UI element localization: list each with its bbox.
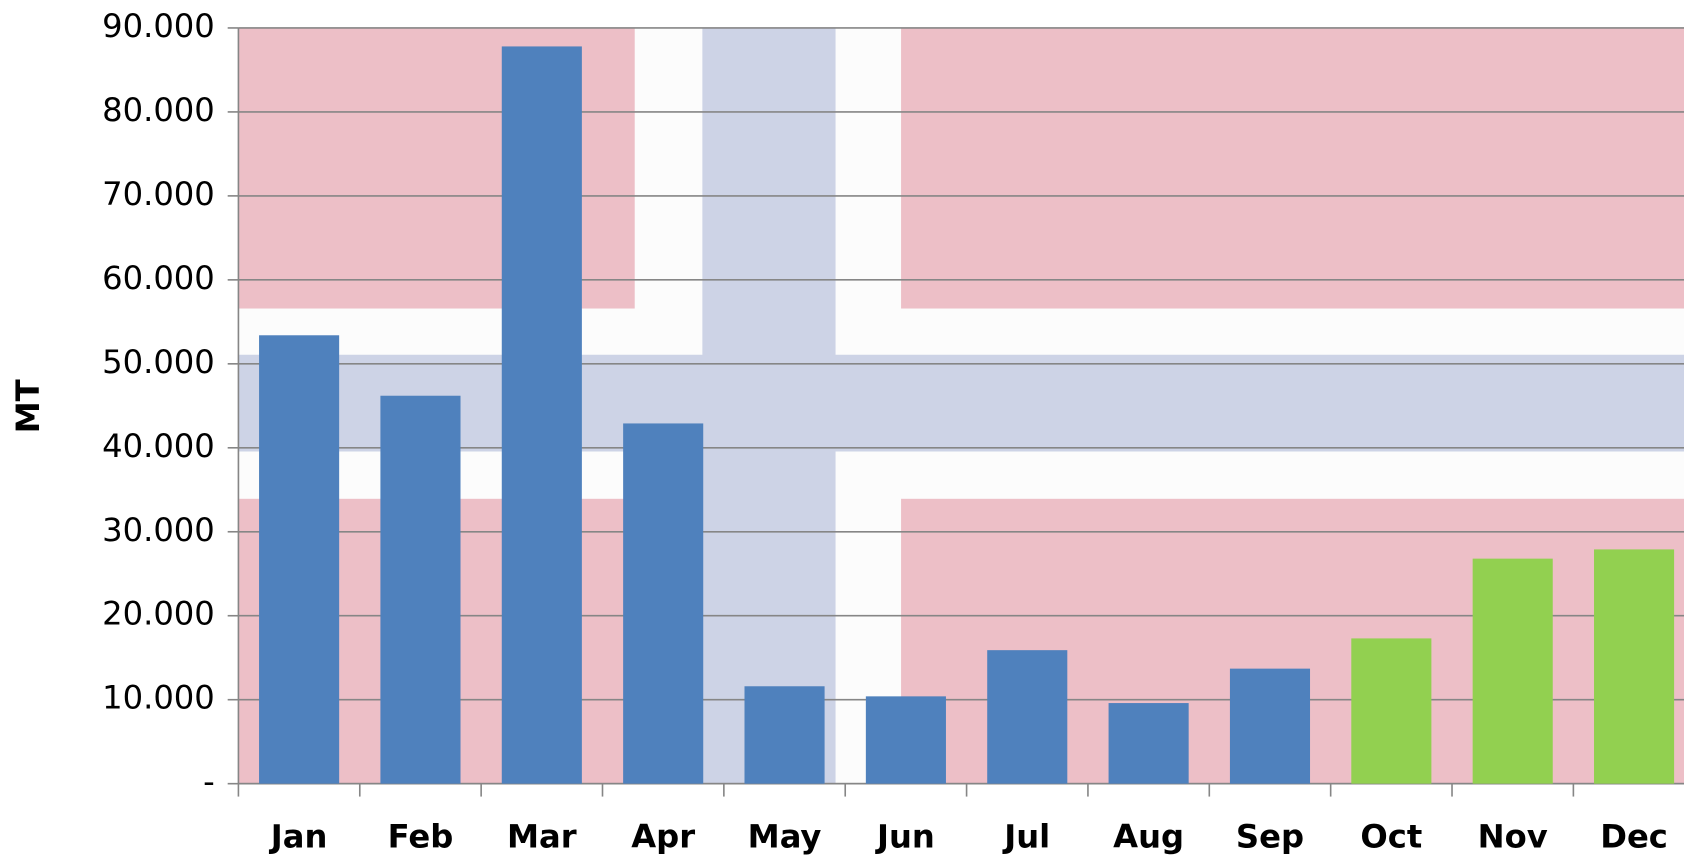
bar [1351,638,1431,783]
x-tick-label: Aug [1113,817,1184,855]
x-tick-label: Dec [1600,817,1668,855]
y-axis-label: MT [9,379,47,433]
x-tick-label: Jul [1002,817,1050,855]
y-tick-label: 80.000 [102,91,215,129]
bar [987,650,1067,784]
bar [1230,669,1310,784]
bar [623,423,703,783]
y-tick-label: 90.000 [102,7,215,45]
y-tick-label: 10.000 [102,679,215,717]
bar [1473,559,1553,784]
bar [744,686,824,783]
x-tick-label: Feb [388,817,454,855]
bar [1109,703,1189,784]
bar [259,335,339,783]
x-tick-label: Apr [631,817,695,855]
flag-red [901,28,1684,309]
x-tick-label: Jan [269,817,328,855]
chart: MT - 10.000 20.000 30.000 40.000 50.000 60.000… [0,0,1684,860]
y-tick-label: 20.000 [102,595,215,633]
x-tick-label: May [748,817,822,855]
x-tick-label: Sep [1236,817,1304,855]
x-tick-label: Nov [1478,817,1548,855]
y-tick-label: 40.000 [102,427,215,465]
y-tick-label: 70.000 [102,175,215,213]
bar [866,696,946,783]
bar [380,396,460,784]
bar [502,46,582,783]
y-tick-label: 30.000 [102,511,215,549]
y-tick-label: 50.000 [102,343,215,381]
y-tick-label: 60.000 [102,259,215,297]
x-tick-label: Jun [875,817,935,855]
x-tick-label: Mar [507,817,577,855]
bar [1594,549,1674,783]
x-tick-label: Oct [1360,817,1422,855]
y-tick-label: - [203,763,215,801]
page: MT - 10.000 20.000 30.000 40.000 50.000 60.000… [0,0,1684,860]
